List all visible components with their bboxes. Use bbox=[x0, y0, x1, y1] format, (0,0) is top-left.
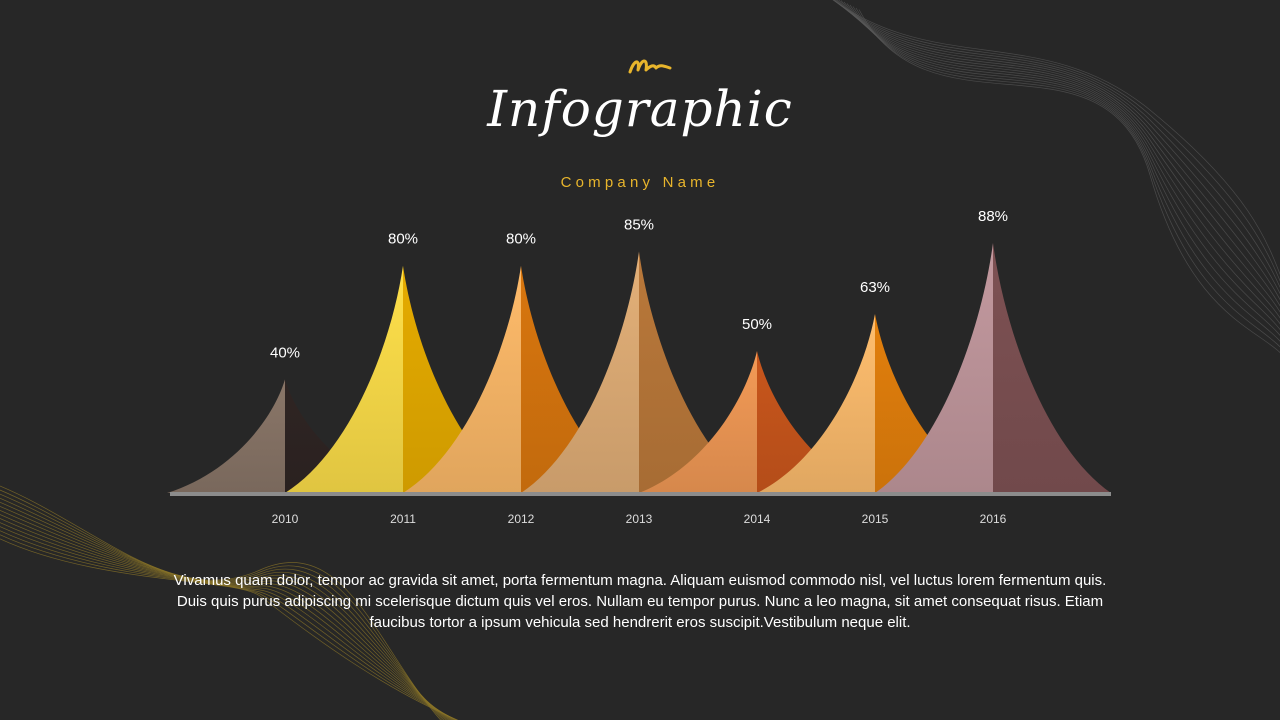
peak-2011-dark bbox=[403, 265, 521, 493]
category-label-2013: 2013 bbox=[626, 512, 653, 526]
description-text: Vivamus quam dolor, tempor ac gravida si… bbox=[173, 572, 1107, 631]
peak-2015-light bbox=[757, 314, 875, 493]
peak-2015-dark bbox=[875, 314, 993, 493]
peak-2013-dark bbox=[639, 251, 757, 493]
peak-2013-light bbox=[521, 251, 639, 493]
category-label-2011: 2011 bbox=[390, 512, 416, 526]
value-label-2012: 80% bbox=[506, 231, 536, 248]
category-label-2012: 2012 bbox=[508, 512, 535, 526]
category-label-2015: 2015 bbox=[862, 512, 889, 526]
peak-2014-light bbox=[639, 350, 757, 493]
peak-2011-light bbox=[285, 265, 403, 493]
value-label-2016: 88% bbox=[978, 208, 1008, 225]
value-label-2015: 63% bbox=[860, 279, 890, 296]
value-label-2013: 85% bbox=[624, 217, 654, 234]
value-labels: 40% 80% 80% 85% 50% 63% 88% bbox=[270, 208, 1008, 361]
page-subtitle: Company Name bbox=[560, 174, 720, 191]
category-label-2014: 2014 bbox=[744, 512, 771, 526]
chart-peaks bbox=[167, 243, 1111, 493]
value-label-2014: 50% bbox=[742, 316, 772, 333]
peak-2016-dark bbox=[993, 243, 1111, 493]
peak-2012-dark bbox=[521, 265, 639, 493]
peak-2014-dark bbox=[757, 350, 875, 493]
category-label-2010: 2010 bbox=[272, 512, 299, 526]
peak-2016-light bbox=[875, 243, 993, 493]
page-title: Infographic bbox=[487, 80, 793, 138]
peak-2010-light bbox=[167, 379, 285, 493]
value-label-2010: 40% bbox=[270, 344, 300, 361]
category-label-2016: 2016 bbox=[980, 512, 1007, 526]
peak-2012-light bbox=[403, 265, 521, 493]
value-label-2011: 80% bbox=[388, 231, 418, 248]
peak-2010-dark bbox=[285, 379, 403, 493]
chart-baseline bbox=[170, 492, 1111, 496]
category-labels: 2010 2011 2012 2013 2014 2015 2016 bbox=[272, 512, 1007, 526]
squiggle-icon bbox=[628, 59, 672, 74]
